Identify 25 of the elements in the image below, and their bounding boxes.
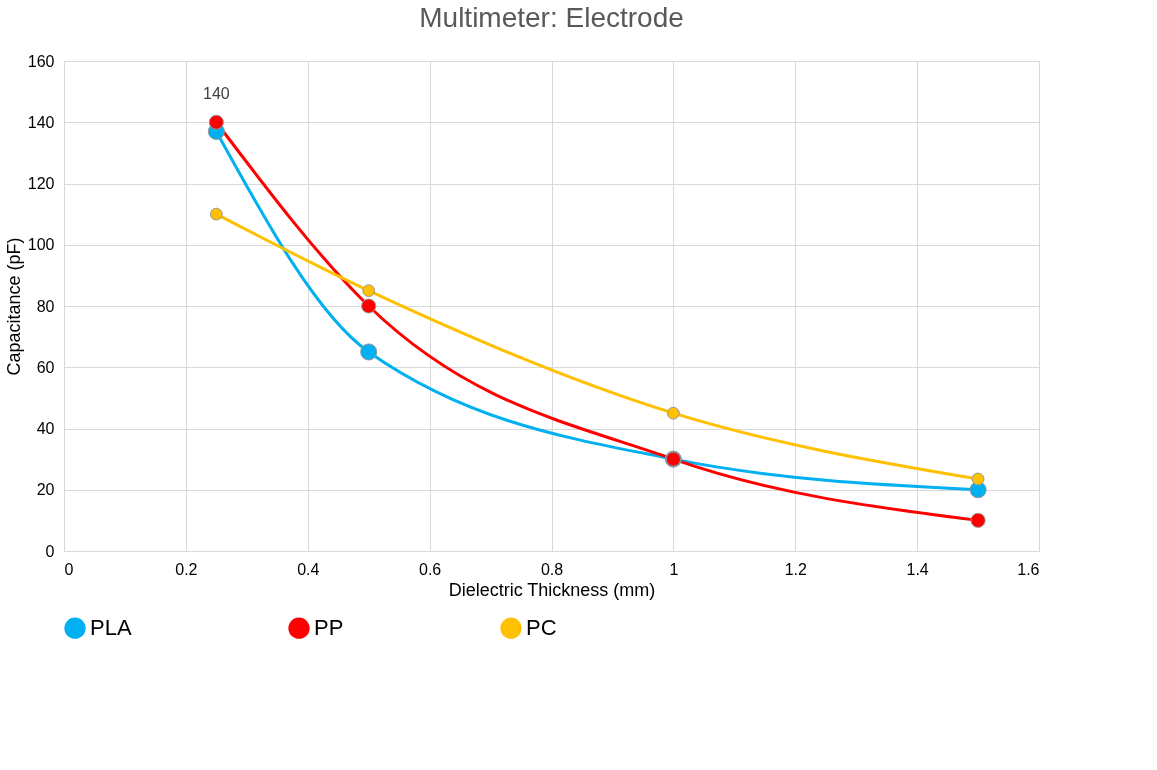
x-tick-label: 0.8 [540, 560, 564, 578]
x-tick-label: 0.2 [175, 560, 198, 578]
y-tick-label: 40 [36, 420, 55, 437]
legend-label: PP [314, 615, 344, 641]
x-tick-label: 1 [669, 560, 679, 578]
y-tick-label: 160 [27, 52, 55, 70]
x-tick-label: 1.2 [784, 560, 807, 578]
x-tick-label: 0.6 [419, 560, 442, 578]
legend-label: PC [526, 615, 557, 641]
annotation: 140 [202, 85, 230, 103]
y-axis-title: Capacitance (pF) [3, 237, 24, 376]
x-tick-label: 1.6 [1017, 560, 1040, 578]
y-tick-label: 120 [27, 175, 55, 192]
y-tick-label: 100 [27, 236, 55, 254]
y-tick-label: 20 [36, 481, 55, 499]
x-tick-label: 0.4 [297, 560, 320, 578]
x-axis-title: Dielectric Thickness (mm) [448, 579, 656, 600]
legend-label: PLA [90, 615, 132, 641]
x-tick-label: 1.4 [906, 560, 929, 578]
chart-title: Multimeter: Electrode [419, 2, 684, 33]
y-tick-label: 140 [27, 113, 55, 131]
y-tick-label: 80 [36, 297, 55, 315]
y-tick-label: 60 [36, 358, 55, 376]
x-tick-label: 0 [64, 560, 74, 578]
y-tick-label: 0 [45, 542, 55, 560]
